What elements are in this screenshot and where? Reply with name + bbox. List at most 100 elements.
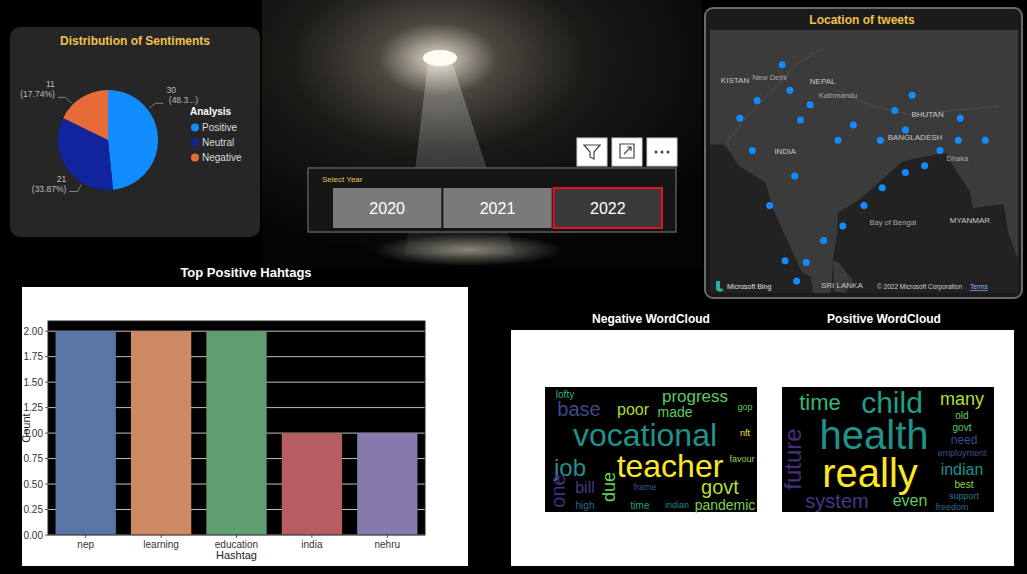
word: frame xyxy=(633,482,656,492)
grid-lines xyxy=(48,331,425,535)
word: freedom xyxy=(935,502,968,512)
slicer-option[interactable]: 2022 xyxy=(590,200,626,217)
place-label: New Delhi xyxy=(753,73,788,82)
label-line: 21 xyxy=(57,174,67,184)
map-provider: Microsoft Bing xyxy=(727,283,771,291)
bars xyxy=(56,331,418,535)
tweet-location xyxy=(803,259,810,266)
word: govt xyxy=(953,422,972,433)
focus-icon xyxy=(620,144,634,158)
slicer-frame xyxy=(308,168,676,232)
label-leader xyxy=(58,97,72,103)
word: poor xyxy=(617,401,650,418)
bing-logo xyxy=(716,281,724,292)
word: old xyxy=(955,410,968,421)
tweet-location xyxy=(839,222,846,229)
x-ticks: neplearningeducationindianehru xyxy=(77,535,400,550)
tweet-location xyxy=(850,122,857,129)
wordcloud: Positive WordCloudhealthreallychildtimem… xyxy=(779,312,995,512)
header-button[interactable] xyxy=(647,138,677,166)
place-label: KISTAN xyxy=(721,76,750,85)
tweet-location xyxy=(902,127,909,134)
tweet-location xyxy=(957,115,964,122)
slicer-button[interactable] xyxy=(443,188,551,228)
chart-title: Top Positive Hahtags xyxy=(180,265,311,280)
tweet-location xyxy=(793,278,800,285)
card-background xyxy=(10,27,260,237)
map-card: Location of tweetsKISTANNew DelhiNEPALKa… xyxy=(643,8,1027,344)
bar xyxy=(282,433,342,535)
word: govt xyxy=(701,476,739,498)
slicer-option[interactable]: 2021 xyxy=(480,200,516,217)
word: lofty xyxy=(556,389,574,400)
word: system xyxy=(805,490,868,512)
place-label: SRI LANKA xyxy=(821,281,863,290)
word: child xyxy=(861,386,923,419)
place-label: Bay of Bengal xyxy=(870,218,917,227)
word: pandemic xyxy=(695,497,756,513)
word: employment xyxy=(937,448,987,458)
more-dot xyxy=(661,151,664,154)
filter-icon xyxy=(584,145,600,159)
word: nft xyxy=(740,428,751,438)
slicer-button[interactable] xyxy=(554,188,662,228)
slicer-option[interactable]: 2020 xyxy=(369,200,405,217)
wordcloud-title: Negative WordCloud xyxy=(592,312,710,326)
word: support xyxy=(949,491,980,501)
focus-arrow xyxy=(624,147,631,154)
tick-label: india xyxy=(301,539,323,550)
tunnel-image xyxy=(262,0,702,268)
tick-label: 0.50 xyxy=(24,479,44,490)
more-dot xyxy=(655,151,658,154)
data-label: 11 (17.74%) xyxy=(18,79,55,99)
header-button[interactable] xyxy=(577,138,607,166)
map-body xyxy=(710,30,1018,293)
word: indian xyxy=(941,461,984,478)
place-label: BHUTAN xyxy=(911,110,944,119)
place-label: BANGLADESH xyxy=(888,133,943,142)
place-label: NEPAL xyxy=(810,77,836,86)
floor-glow xyxy=(373,234,563,266)
dashboard: Distribution of Sentiments30 (48.3...)21… xyxy=(0,0,1027,574)
word: made xyxy=(657,404,692,420)
map-title: Location of tweets xyxy=(809,13,915,27)
tweet-location xyxy=(782,257,789,264)
map-terms[interactable]: Terms xyxy=(970,283,988,290)
tweet-location xyxy=(902,169,909,176)
word: progress xyxy=(662,387,728,406)
label-leader xyxy=(149,103,163,108)
tick-label: nehru xyxy=(375,539,401,550)
pie-labels: 30 (48.3...)21 (33.87%)11 (17.74%) xyxy=(18,79,198,193)
pie-slices xyxy=(58,90,158,190)
word: time xyxy=(631,500,650,511)
tweet-location xyxy=(797,116,804,123)
word: best xyxy=(955,479,974,490)
word: bill xyxy=(575,479,595,496)
label-line: (33.87%) xyxy=(29,184,66,194)
tunnel-backdrop xyxy=(262,0,702,268)
plot-frame xyxy=(48,321,425,535)
chart-panel xyxy=(22,287,468,566)
tick-label: 0.25 xyxy=(24,504,44,515)
slicer-button[interactable] xyxy=(333,188,441,228)
tick-label: 1.50 xyxy=(24,377,44,388)
word: indian xyxy=(665,500,689,510)
label-line: 11 xyxy=(46,79,55,89)
header-button[interactable] xyxy=(612,138,642,166)
legend-entry: Positive xyxy=(202,122,237,133)
tick-label: 0.75 xyxy=(24,453,44,464)
tweet-location xyxy=(861,202,868,209)
word: future xyxy=(779,428,806,489)
bar xyxy=(357,433,417,535)
tweet-location xyxy=(937,147,944,154)
chart-title: Distribution of Sentiments xyxy=(60,34,210,48)
tweet-location xyxy=(754,97,761,104)
bar-chart: Top Positive Hahtags0.000.250.500.751.00… xyxy=(20,265,468,566)
more-dot xyxy=(667,151,670,154)
tweet-location xyxy=(791,172,798,179)
tick-label: learning xyxy=(143,539,179,550)
tweet-location xyxy=(779,61,786,68)
tweet-location xyxy=(820,237,827,244)
word: gop xyxy=(737,402,752,412)
light-opening xyxy=(423,50,457,66)
